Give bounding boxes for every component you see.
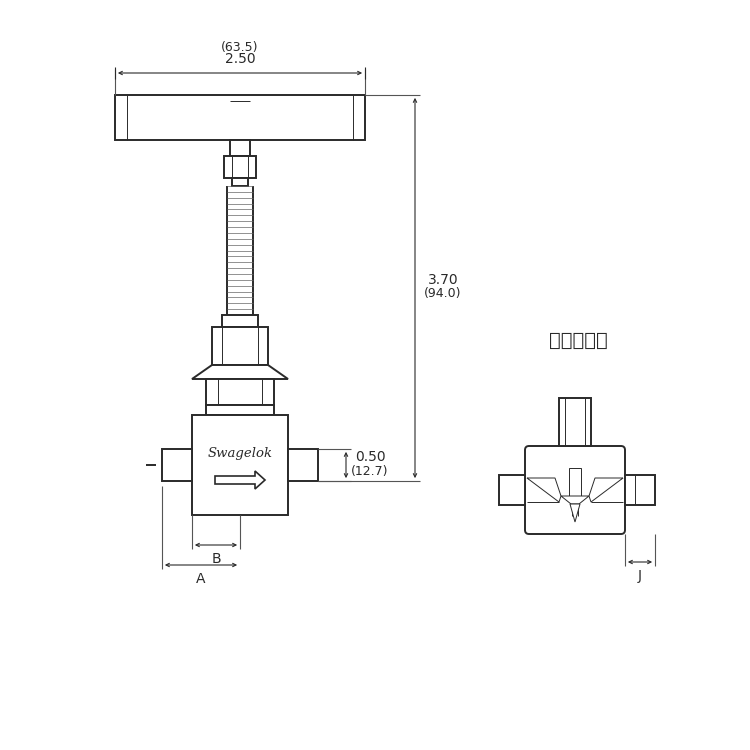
Bar (288, 449, 318, 481)
Bar (625, 475, 655, 505)
Polygon shape (192, 365, 288, 379)
Bar (212, 327, 268, 365)
Polygon shape (589, 478, 623, 502)
Bar (192, 415, 288, 515)
Bar (206, 405, 274, 415)
Bar (559, 398, 591, 446)
Polygon shape (215, 471, 265, 489)
Text: B: B (211, 552, 220, 566)
Text: 0.50: 0.50 (355, 450, 386, 464)
Text: Swagelok: Swagelok (208, 446, 272, 460)
Text: J: J (638, 569, 642, 583)
Bar (115, 95, 365, 140)
Bar (162, 449, 192, 481)
Polygon shape (570, 504, 580, 522)
Text: (94.0): (94.0) (424, 287, 462, 301)
FancyBboxPatch shape (525, 446, 625, 534)
Text: 承插焊端接: 承插焊端接 (548, 331, 608, 350)
Bar (230, 140, 250, 156)
Bar (232, 178, 248, 186)
Text: A: A (196, 572, 206, 586)
Text: (12.7): (12.7) (351, 464, 388, 478)
Polygon shape (561, 496, 589, 504)
Text: (63.5): (63.5) (221, 40, 259, 53)
Bar (206, 379, 274, 405)
Text: 2.50: 2.50 (225, 52, 255, 66)
Text: 3.70: 3.70 (427, 273, 458, 287)
Bar (224, 156, 256, 178)
Bar (222, 315, 258, 327)
Polygon shape (527, 478, 561, 502)
Bar (569, 468, 581, 496)
Bar (499, 475, 525, 505)
